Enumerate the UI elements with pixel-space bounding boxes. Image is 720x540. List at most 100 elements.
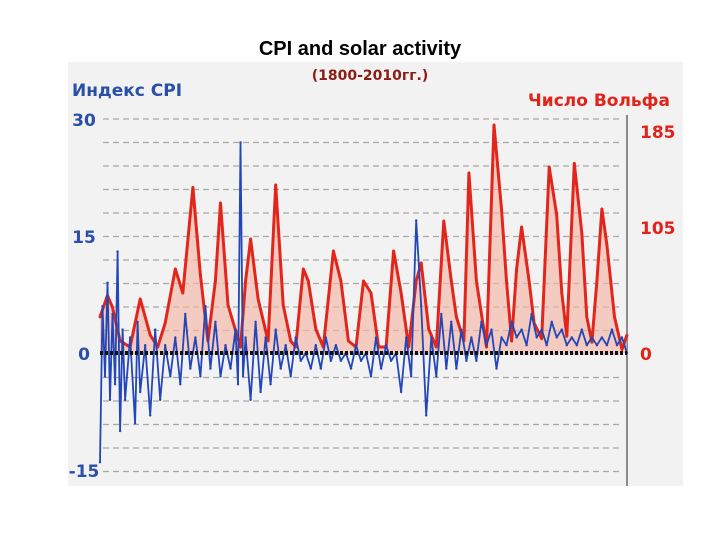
wolf-point-35 — [369, 291, 373, 295]
cpi-point-47 — [294, 336, 297, 339]
wolf-point-8 — [163, 321, 167, 325]
cpi-point-94 — [530, 312, 533, 316]
wolf-point-32 — [347, 339, 350, 343]
cpi-point-34 — [236, 383, 240, 386]
cpi-point-68 — [399, 390, 403, 394]
cpi-point-36 — [241, 375, 245, 378]
cpi-point-56 — [339, 359, 343, 362]
wolf-point-44 — [434, 345, 438, 349]
wolf-area — [100, 125, 627, 353]
wolf-point-0 — [98, 315, 102, 319]
cpi-point-52 — [319, 367, 322, 370]
wolf-point-19 — [249, 237, 253, 241]
left-tick-label-1: 15 — [72, 228, 96, 248]
cpi-point-71 — [415, 219, 418, 222]
cpi-point-32 — [229, 367, 232, 370]
cpi-point-82 — [470, 336, 473, 339]
cpi-point-76 — [440, 312, 443, 316]
cpi-point-110 — [610, 328, 614, 331]
wolf-point-52 — [492, 123, 496, 127]
cpi-point-46 — [289, 375, 292, 378]
wolf-point-43 — [427, 327, 431, 331]
wolf-point-46 — [449, 279, 453, 283]
wolf-point-22 — [274, 183, 278, 187]
cpi-point-79 — [455, 367, 458, 370]
wolf-point-17 — [239, 345, 242, 349]
cpi-point-75 — [435, 375, 438, 378]
cpi-point-18 — [159, 398, 162, 401]
cpi-point-27 — [204, 305, 207, 308]
cpi-point-63 — [374, 336, 378, 339]
cpi-point-89 — [505, 344, 508, 347]
wolf-point-60 — [540, 337, 544, 340]
wolf-point-51 — [485, 345, 488, 349]
chart-background — [68, 62, 683, 486]
cpi-point-86 — [490, 328, 493, 331]
cpi-point-50 — [309, 367, 312, 370]
left-tick-label-0: 30 — [72, 111, 96, 131]
wolf-point-65 — [572, 162, 576, 165]
cpi-line — [99, 141, 628, 463]
cpi-point-4 — [108, 398, 112, 401]
wolf-point-58 — [527, 279, 531, 283]
cpi-point-41 — [264, 336, 267, 339]
cpi-point-88 — [500, 336, 503, 339]
cpi-point-11 — [128, 336, 132, 339]
cpi-point-12 — [133, 422, 137, 425]
cpi-point-24 — [189, 367, 192, 370]
cpi-point-31 — [224, 344, 227, 347]
wolf-point-30 — [332, 249, 335, 253]
chart-subtitle: (1800-2010гг.) — [312, 68, 428, 84]
cpi-point-43 — [274, 328, 277, 331]
cpi-point-17 — [154, 328, 157, 331]
cpi-point-21 — [174, 336, 177, 339]
wolf-point-2 — [111, 306, 114, 309]
cpi-point-69 — [405, 336, 408, 339]
wolf-point-18 — [244, 279, 248, 283]
wolf-point-20 — [256, 297, 260, 301]
right-tick-label-1: 105 — [640, 219, 676, 239]
cpi-point-73 — [425, 414, 428, 417]
cpi-point-60 — [359, 359, 363, 362]
cpi-point-6 — [113, 383, 117, 386]
cpi-point-107 — [595, 344, 599, 347]
right-tick-label-0: 185 — [640, 123, 676, 143]
cpi-point-103 — [575, 344, 578, 347]
left-tick-label-3: -15 — [69, 462, 100, 482]
wolf-point-23 — [281, 303, 285, 307]
cpi-point-3 — [106, 281, 109, 284]
cpi-point-98 — [550, 320, 553, 323]
cpi-point-100 — [560, 328, 563, 331]
cpi-point-38 — [249, 398, 252, 401]
cpi-point-19 — [164, 344, 167, 347]
wolf-point-42 — [419, 261, 423, 265]
cpi-point-99 — [555, 336, 558, 339]
cpi-point-66 — [389, 359, 393, 362]
cpi-point-40 — [259, 390, 262, 394]
cpi-point-65 — [384, 344, 388, 347]
cpi-point-111 — [615, 344, 619, 347]
wolf-point-73 — [620, 348, 624, 351]
wolf-point-72 — [613, 315, 616, 319]
cpi-point-83 — [475, 359, 478, 362]
wolf-point-50 — [475, 279, 478, 283]
wolf-point-61 — [547, 165, 551, 169]
axis-ticks: 30 15 0 -15 185 105 0 — [69, 111, 676, 482]
cpi-point-96 — [540, 328, 543, 331]
cpi-point-44 — [279, 367, 282, 370]
cpi-point-55 — [334, 344, 338, 347]
cpi-point-23 — [184, 312, 187, 316]
cpi-series — [98, 141, 629, 464]
wolf-point-57 — [520, 225, 523, 229]
cpi-point-45 — [284, 344, 287, 347]
cpi-point-84 — [480, 320, 483, 323]
cpi-point-112 — [620, 336, 624, 339]
right-tick-label-2: 0 — [640, 345, 652, 365]
wolf-series-fill — [100, 125, 627, 353]
cpi-point-7 — [116, 250, 119, 253]
wolf-point-26 — [301, 267, 305, 271]
wolf-point-54 — [505, 279, 508, 283]
slide-title: CPI and solar activity — [258, 38, 462, 60]
wolf-point-6 — [148, 333, 152, 337]
